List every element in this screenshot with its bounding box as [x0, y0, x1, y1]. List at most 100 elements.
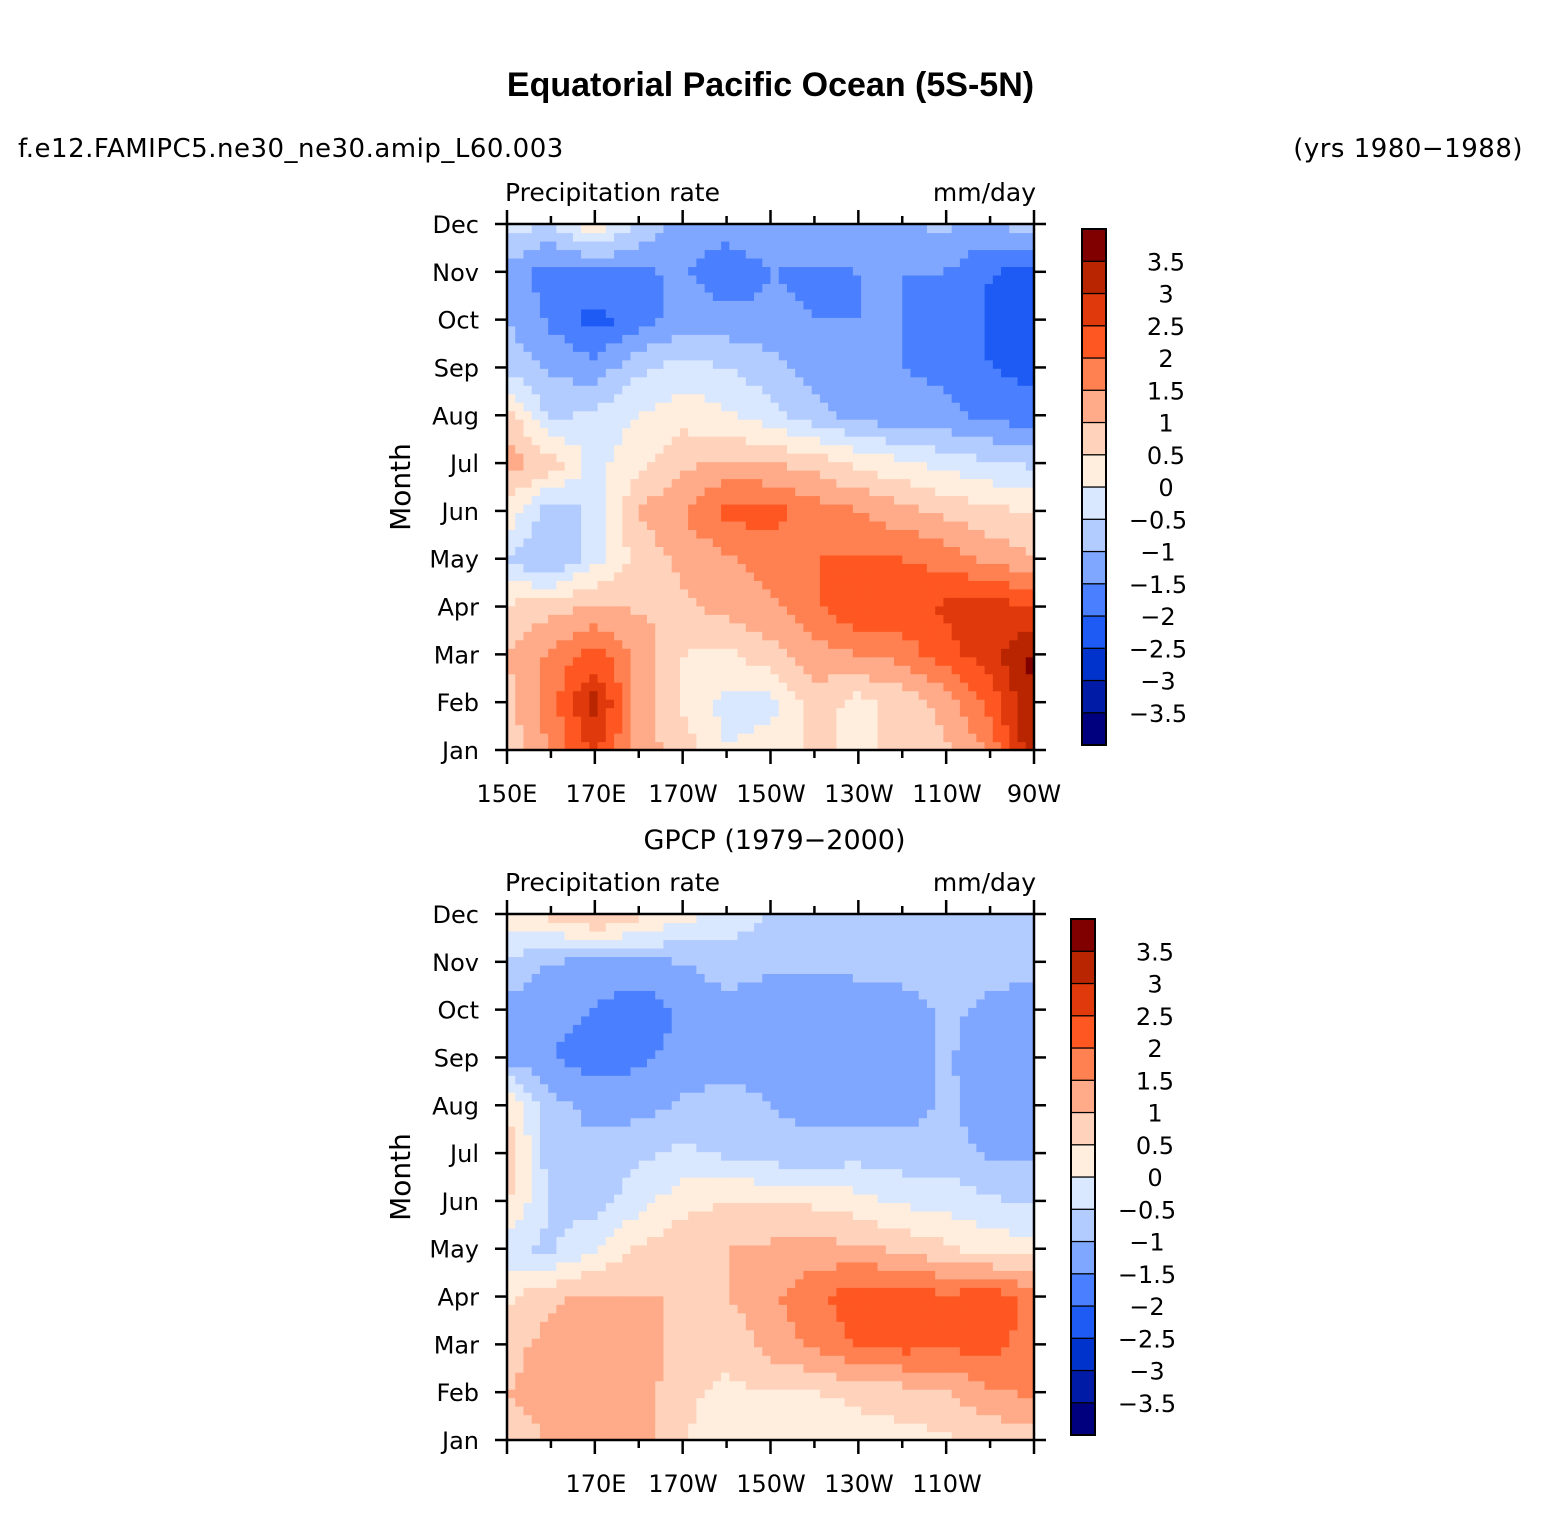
contour-cell	[836, 1346, 846, 1356]
contour-cell	[589, 342, 599, 352]
contour-cell	[622, 580, 632, 590]
contour-cell	[976, 385, 986, 395]
contour-cell	[803, 402, 813, 412]
contour-cell	[861, 283, 870, 293]
contour-cell	[630, 546, 640, 556]
contour-cell	[869, 690, 879, 700]
contour-cell	[828, 308, 837, 318]
contour-cell	[992, 1372, 1002, 1382]
contour-cell	[786, 249, 796, 259]
contour-cell	[754, 1406, 763, 1416]
contour-cell	[638, 648, 648, 658]
contour-cell	[1025, 487, 1035, 497]
contour-cell	[1001, 1414, 1010, 1424]
contour-cell	[655, 453, 665, 463]
contour-cell	[515, 648, 525, 658]
contour-cell	[861, 631, 870, 641]
contour-cell	[696, 478, 706, 488]
contour-cell	[646, 291, 656, 301]
contour-cell	[852, 325, 862, 335]
contour-cell	[770, 393, 780, 403]
contour-cell	[729, 393, 739, 403]
contour-cell	[877, 470, 887, 480]
contour-cell	[704, 461, 714, 471]
contour-cell	[564, 240, 574, 251]
contour-cell	[614, 470, 623, 480]
contour-cell	[968, 724, 977, 734]
contour-cell	[770, 283, 780, 293]
contour-cell	[589, 240, 599, 251]
contour-cell	[737, 351, 747, 361]
contour-cell	[572, 1312, 582, 1322]
contour-cell	[976, 308, 986, 318]
contour-cell	[959, 410, 969, 420]
contour-cell	[1017, 699, 1027, 709]
contour-cell	[688, 690, 697, 700]
contour-cell	[696, 1414, 706, 1424]
contour-cell	[844, 1406, 854, 1416]
contour-cell	[976, 359, 986, 369]
contour-cell	[721, 1406, 730, 1416]
contour-cell	[597, 257, 607, 268]
contour-cell	[531, 529, 541, 539]
contour-cell	[704, 1346, 714, 1356]
contour-cell	[507, 588, 516, 598]
contour-cell	[1017, 605, 1027, 615]
contour-cell	[704, 436, 714, 446]
contour-cell	[696, 224, 706, 234]
contour-cell	[861, 716, 870, 726]
contour-cell	[910, 682, 920, 692]
contour-cell	[754, 580, 763, 590]
contour-cell	[926, 1431, 936, 1441]
contour-cell	[803, 537, 813, 547]
contour-cell	[844, 580, 854, 590]
contour-cell	[877, 283, 887, 293]
contour-cell	[926, 716, 936, 726]
contour-cell	[762, 368, 772, 378]
contour-cell	[589, 1329, 599, 1339]
contour-cell	[811, 1372, 821, 1382]
contour-cell	[515, 529, 525, 539]
contour-cell	[745, 1363, 755, 1373]
contour-cell	[564, 393, 574, 403]
contour-cell	[638, 300, 648, 310]
contour-cell	[721, 1397, 730, 1407]
contour-cell	[614, 224, 623, 234]
contour-cell	[935, 376, 945, 386]
contour-cell	[745, 537, 755, 547]
contour-cell	[1009, 300, 1019, 310]
contour-cell	[622, 733, 632, 743]
contour-cell	[762, 1406, 772, 1416]
contour-cell	[918, 1355, 928, 1365]
contour-cell	[1001, 648, 1010, 658]
contour-cell	[803, 1389, 813, 1399]
contour-cell	[828, 741, 837, 751]
contour-cell	[795, 546, 805, 556]
contour-cell	[737, 673, 747, 683]
contour-cell	[507, 444, 516, 454]
contour-cell	[1025, 325, 1035, 335]
contour-cell	[539, 733, 549, 743]
contour-cell	[696, 249, 706, 259]
contour-cell	[589, 1406, 599, 1416]
contour-cell	[712, 724, 722, 734]
contour-cell	[712, 402, 722, 412]
contour-cell	[630, 1312, 640, 1322]
contour-cell	[959, 257, 969, 268]
contour-cell	[646, 470, 656, 480]
contour-cell	[943, 554, 953, 564]
contour-cell	[688, 699, 697, 709]
contour-cell	[712, 682, 722, 692]
contour-cell	[992, 478, 1002, 488]
contour-cell	[803, 249, 813, 259]
contour-cell	[786, 436, 796, 446]
contour-cell	[803, 410, 813, 420]
contour-cell	[679, 1406, 689, 1416]
contour-cell	[745, 648, 755, 658]
contour-cell	[679, 741, 689, 751]
contour-cell	[605, 410, 615, 420]
contour-cell	[918, 274, 928, 284]
contour-cell	[762, 503, 772, 514]
contour-cell	[828, 588, 837, 598]
contour-cell	[646, 427, 656, 437]
